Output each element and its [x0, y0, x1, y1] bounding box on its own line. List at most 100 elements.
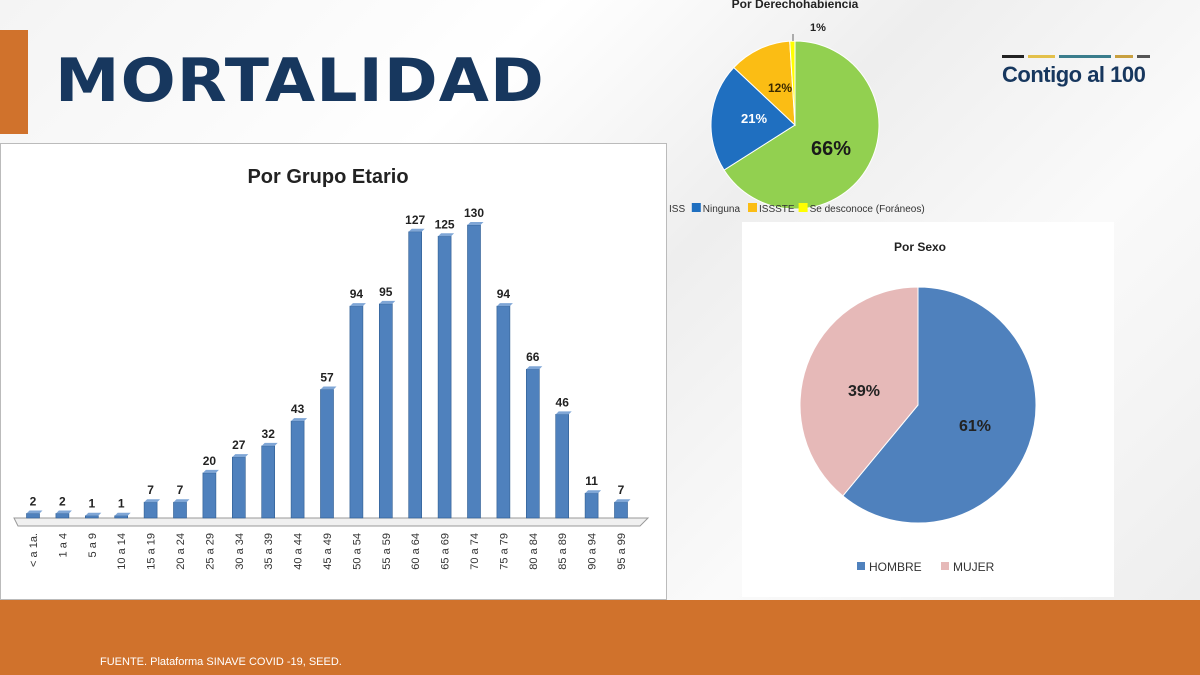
bar-top [320, 386, 337, 390]
bar [614, 501, 628, 519]
derecho-pie-slice [733, 40, 796, 127]
bar [349, 305, 364, 519]
legend-swatch [748, 203, 757, 212]
derecho-pie-label: 21% [741, 111, 767, 126]
bar-value-label: 94 [497, 287, 511, 301]
bar-value-label: 1 [118, 497, 125, 511]
bar [173, 501, 187, 519]
bar [584, 492, 599, 519]
bar [290, 420, 305, 519]
x-tick-label: 45 a 49 [322, 533, 334, 570]
bar-value-label: 94 [350, 287, 364, 301]
bar [378, 303, 393, 519]
bar-top [85, 512, 102, 516]
sex-pie-slice [799, 286, 919, 497]
legend-swatch [857, 562, 865, 570]
bar-value-label: 130 [464, 206, 484, 220]
bar-value-label: 125 [435, 217, 455, 231]
bar [467, 224, 481, 519]
x-tick-label: 5 a 9 [87, 533, 99, 557]
sex-pie-title: Por Sexo [894, 240, 946, 254]
bar-top [55, 510, 72, 514]
bar [320, 389, 334, 519]
sex-legend-label: HOMBRE [869, 560, 922, 574]
bar-top [114, 512, 131, 516]
bar-value-label: 7 [177, 483, 184, 497]
logo: Contigo al 100 [1002, 55, 1150, 88]
bar-top [555, 411, 572, 415]
derecho-legend-label: Ninguna [703, 204, 741, 215]
bar-value-label: 32 [262, 427, 276, 441]
bar [232, 456, 246, 519]
bar-value-label: 27 [232, 438, 246, 452]
bar [555, 414, 570, 519]
bar-top [349, 303, 366, 307]
x-tick-label: 75 a 79 [498, 533, 510, 570]
bar-value-label: 66 [526, 350, 540, 364]
bar-top [261, 442, 278, 446]
bar [114, 515, 128, 519]
bar-top [26, 510, 43, 514]
derecho-pie-slice [723, 40, 880, 210]
page-title: MORTALIDAD [55, 46, 545, 116]
bar-value-label: 46 [556, 395, 570, 409]
sex-pie-label: 39% [848, 383, 880, 400]
bar [525, 368, 540, 519]
bar-top [232, 454, 249, 458]
bar-chart-title: Por Grupo Etario [247, 166, 408, 188]
bar [261, 445, 276, 519]
bar [85, 515, 99, 519]
x-tick-label: 70 a 74 [469, 533, 481, 570]
bar-top [614, 499, 631, 503]
x-tick-label: 40 a 44 [293, 533, 305, 570]
x-tick-label: 80 a 84 [528, 533, 540, 570]
legend-swatch [798, 203, 808, 212]
x-tick-label: 60 a 64 [410, 533, 422, 570]
bar-top [173, 499, 190, 503]
bar-value-label: 57 [320, 371, 334, 385]
bar-value-label: 7 [147, 483, 154, 497]
x-tick-label: < a 1a. [28, 533, 40, 567]
bar-value-label: 127 [405, 213, 425, 227]
orange-accent-tab [0, 30, 28, 134]
bar-value-label: 7 [618, 483, 625, 497]
x-tick-label: 90 a 94 [587, 533, 599, 570]
x-tick-label: 50 a 54 [351, 533, 363, 570]
x-tick-label: 15 a 19 [146, 533, 158, 570]
x-tick-label: 95 a 99 [616, 533, 628, 570]
bar-top [585, 490, 602, 494]
derecho-pie-title: Por Derechohabiencia [732, 0, 859, 11]
derecho-legend-label: ISSSTE [759, 204, 795, 215]
derecho-pie-slice [789, 40, 796, 126]
bar-top [496, 303, 513, 307]
bar [55, 513, 70, 519]
bar-top [408, 228, 425, 232]
x-tick-label: 25 a 29 [204, 533, 216, 570]
bar-top [144, 499, 161, 503]
bar-top [438, 233, 455, 237]
bar [437, 235, 452, 519]
derecho-pie-label: 1% [810, 22, 826, 34]
derecho-pie-label: 12% [768, 81, 792, 95]
bar-value-label: 20 [203, 454, 217, 468]
sex-pie-slice [842, 286, 1037, 524]
x-tick-label: 35 a 39 [263, 533, 275, 570]
bar-top [291, 418, 308, 422]
bar-value-label: 95 [379, 285, 393, 299]
source-note: FUENTE. Plataforma SINAVE COVID -19, SEE… [100, 656, 342, 668]
bar-value-label: 2 [59, 494, 66, 508]
bar-top [467, 222, 484, 225]
x-tick-label: 30 a 34 [234, 533, 246, 570]
x-tick-label: 10 a 14 [116, 533, 128, 570]
x-tick-label: 85 a 89 [557, 533, 569, 570]
bar-value-label: 1 [88, 497, 95, 511]
bar [408, 231, 423, 519]
bar-value-label: 2 [30, 494, 37, 508]
bar [202, 472, 217, 519]
derecho-legend-label: ISS [669, 204, 685, 215]
bar-value-label: 11 [585, 474, 598, 488]
chart-floor [13, 517, 650, 527]
bar-value-label: 43 [291, 402, 305, 416]
x-tick-label: 1 a 4 [57, 533, 69, 557]
